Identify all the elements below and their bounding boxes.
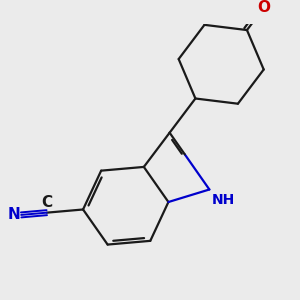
Text: NH: NH xyxy=(212,193,235,207)
Text: N: N xyxy=(7,207,20,222)
Text: C: C xyxy=(41,195,52,210)
Text: O: O xyxy=(257,0,270,15)
